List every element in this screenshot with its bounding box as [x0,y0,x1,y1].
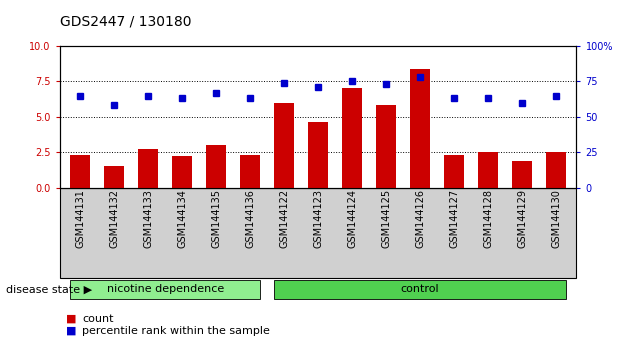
Bar [70,155,91,188]
Bar [376,105,396,188]
Text: disease state ▶: disease state ▶ [6,284,93,295]
Bar [444,155,464,188]
Bar [172,156,192,188]
Bar [410,69,430,188]
Text: GDS2447 / 130180: GDS2447 / 130180 [60,14,192,28]
Bar [240,155,260,188]
Text: ■: ■ [66,326,77,336]
Text: ■: ■ [66,314,77,324]
Bar [478,152,498,188]
Bar [512,161,532,188]
Text: count: count [82,314,113,324]
Bar [546,152,566,188]
Bar [104,166,125,188]
Bar [308,122,328,188]
Bar [274,103,294,188]
Bar [206,145,226,188]
Bar [138,149,158,188]
Text: control: control [401,284,439,295]
Text: percentile rank within the sample: percentile rank within the sample [82,326,270,336]
Bar [342,88,362,188]
Text: nicotine dependence: nicotine dependence [106,284,224,295]
